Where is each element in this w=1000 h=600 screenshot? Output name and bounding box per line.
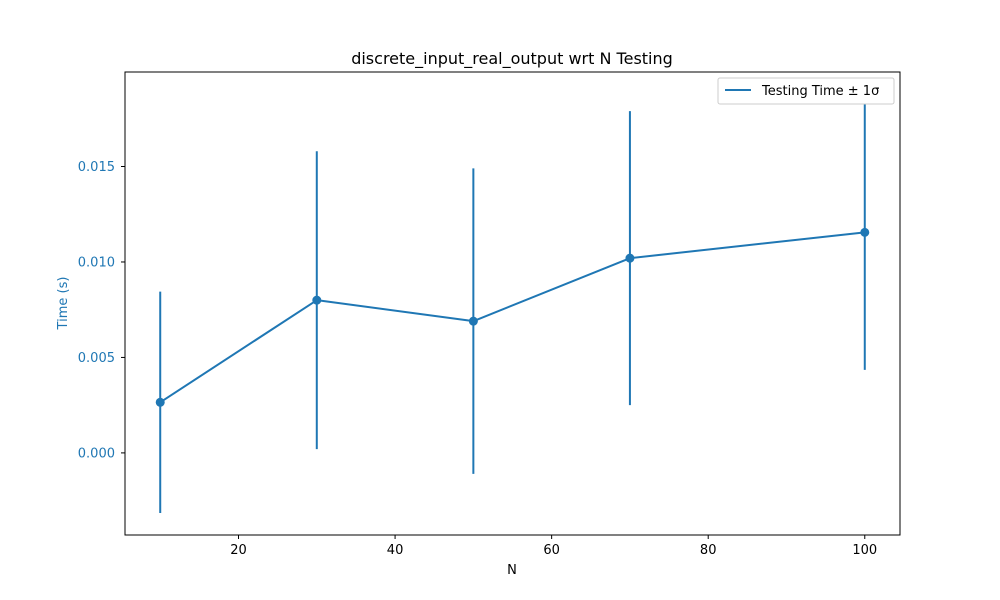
data-point [312,295,322,305]
data-point [155,397,165,407]
x-tick-label: 20 [230,543,247,558]
y-axis: 0.000 0.005 0.010 0.015 [78,160,125,461]
x-tick-label: 100 [852,543,877,558]
y-tick-label: 0.000 [78,446,115,461]
x-tick-label: 80 [700,543,717,558]
legend: Testing Time ± 1σ [717,77,895,105]
x-tick-label: 60 [543,543,560,558]
y-tick-label: 0.015 [78,160,115,175]
y-axis-label: Time (s) [56,277,71,331]
x-axis-label: N [507,563,517,578]
legend-box [717,77,895,105]
axes-frame [124,71,901,536]
data-point [860,227,870,237]
legend-label: Testing Time ± 1σ [761,84,879,99]
data-point [468,316,478,326]
x-tick-label: 40 [387,543,404,558]
y-tick-label: 0.010 [78,255,115,270]
plot-area [155,94,870,514]
x-axis: 20 40 60 80 100 [230,535,877,558]
chart-title: discrete_input_real_output wrt N Testing [351,49,673,69]
data-point [625,253,635,263]
y-tick-label: 0.005 [78,351,115,366]
